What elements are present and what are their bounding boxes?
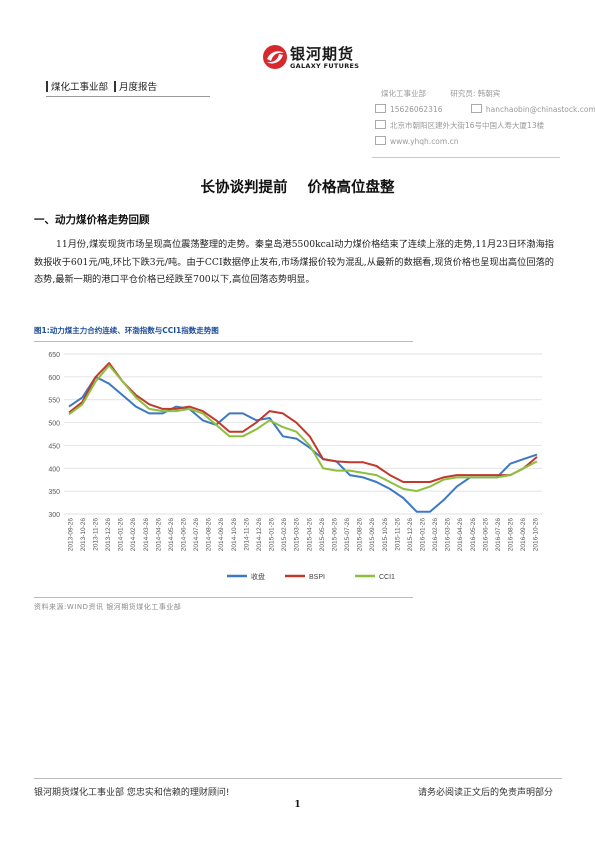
footer-disclaimer: 请务必阅读正文后的免责声明部分 [418,788,554,798]
x-tick-label: 2016-02-26 [432,518,439,552]
x-tick-label: 2016-04-26 [457,518,464,552]
contact-phone: 15626062316 [390,105,443,114]
x-tick-label: 2014-04-26 [155,518,162,552]
x-tick-label: 2015-10-26 [382,518,389,552]
figure-caption: 图1:动力煤主力合约连续、环渤指数与CCI1指数走势图 [34,326,219,335]
x-tick-label: 2013-09-26 [67,518,74,552]
x-tick-label: 2014-07-26 [193,518,200,552]
contact-rule [372,157,560,158]
x-tick-label: 2016-07-26 [495,518,502,552]
page-title: 长协谈判提前 价格高位盘整 [0,176,595,197]
brand-name-en: GALAXY FUTURES [290,62,360,70]
header-rule [46,96,210,97]
legend-label: BSPI [309,574,325,581]
x-tick-label: 2016-03-26 [445,518,452,552]
series-line [68,362,538,483]
series-line [68,364,538,493]
section-heading: 一、动力煤价格走势回顾 [34,214,150,226]
y-tick-label: 650 [48,352,60,359]
divider-bar [114,81,117,92]
x-tick-label: 2014-05-26 [168,518,175,552]
x-tick-label: 2014-12-26 [256,518,263,552]
contact-website[interactable]: www.yhqh.com.cn [390,137,459,146]
y-tick-label: 600 [48,375,60,382]
galaxy-logo-icon [263,45,287,69]
x-tick-label: 2013-12-26 [105,518,112,552]
x-tick-label: 2015-12-26 [407,518,414,552]
brand-logo: 银河期货 GALAXY FUTURES [262,43,370,71]
address-icon [375,120,386,129]
x-tick-label: 2015-11-26 [394,518,401,551]
contact-address: 北京市朝阳区建外大街16号中国人寿大厦13楼 [390,121,545,130]
x-tick-label: 2014-01-26 [118,518,125,552]
page-number: 1 [294,800,301,810]
y-tick-label: 500 [48,421,60,428]
series-line [68,375,538,513]
divider-bar [46,81,48,92]
website-icon [375,136,386,145]
title-part1: 长协谈判提前 [200,180,288,196]
x-tick-label: 2015-05-26 [319,518,326,552]
x-tick-label: 2014-09-26 [218,518,225,552]
x-tick-label: 2016-08-26 [508,518,515,552]
contact-researcher: 研究员: 韩朝宾 [450,89,501,98]
phone-icon [375,104,386,113]
x-tick-label: 2014-06-26 [181,518,188,552]
email-icon [470,104,482,113]
legend-label: 收盘 [251,572,265,581]
chart-svg: 300 350 400 450 500 550 600 650 2013-09-26 2013-1… [48,352,542,581]
x-tick-label: 2015-08-26 [357,518,364,552]
figure-source: 资料来源:WIND资讯 银河期货煤化工事业部 [34,603,182,611]
dept-name: 煤化工事业部 [51,82,109,93]
x-tick-label: 2014-02-26 [130,518,137,552]
x-tick-label: 2014-11-26 [243,518,250,551]
x-tick-label: 2015-04-26 [306,518,313,552]
x-tick-label: 2015-09-26 [369,518,376,552]
x-tick-label: 2014-08-26 [206,518,213,552]
y-tick-label: 400 [48,466,60,473]
y-tick-label: 550 [48,398,60,405]
y-tick-label: 300 [48,512,60,519]
contact-email[interactable]: hanchaobin@chinastock.com.cn [485,105,595,114]
x-tick-label: 2013-11-26 [92,518,99,551]
x-tick-label: 2016-06-26 [482,518,489,552]
caption-rule [34,341,413,342]
brand-name-cn: 银河期货 [290,45,355,63]
doc-type: 月度报告 [119,82,158,93]
x-tick-label: 2016-09-26 [520,518,527,552]
footer-rule [34,778,562,779]
x-tick-label: 2016-10-26 [533,518,540,552]
x-tick-label: 2014-10-26 [231,518,238,552]
x-tick-label: 2016-05-26 [470,518,477,552]
footer-slogan: 银河期货煤化工事业部 您忠实和信赖的理财顾问! [34,788,230,798]
price-chart: 300 350 400 450 500 550 600 650 2013-09-26 2013-1… [34,344,562,596]
title-part2: 价格高位盘整 [307,180,395,196]
x-tick-label: 2015-02-26 [281,518,288,552]
y-tick-label: 350 [48,489,60,496]
y-tick-label: 450 [48,443,60,450]
report-dept-label: 煤化工事业部 月度报告 [46,79,157,93]
x-tick-label: 2015-06-26 [331,518,338,552]
legend-label: CCI1 [379,574,395,581]
x-tick-label: 2015-03-26 [294,518,301,552]
x-tick-label: 2014-03-26 [143,518,150,552]
x-tick-label: 2013-10-26 [80,518,87,552]
source-rule [34,597,413,598]
contact-block: 煤化工事业部 研究员: 韩朝宾 15626062316 hanchaobin@c… [375,86,595,150]
contact-dept: 煤化工事业部 [381,89,426,98]
x-tick-label: 2015-01-26 [269,518,276,552]
section-paragraph: 11月份,煤炭现货市场呈现高位震荡整理的走势。秦皇岛港5500kcal动力煤价格… [34,239,554,286]
x-tick-label: 2015-07-26 [344,518,351,552]
x-tick-label: 2016-01-26 [420,518,427,552]
